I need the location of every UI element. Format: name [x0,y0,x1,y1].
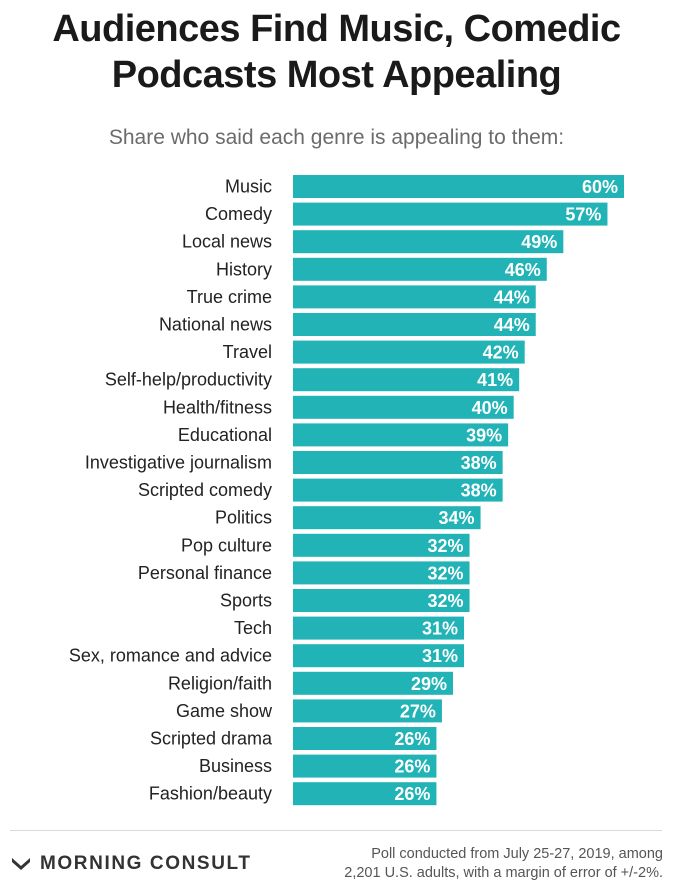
bar-tech [293,616,465,640]
bar-personal-finance [293,561,470,585]
bar-educational [293,423,509,447]
category-label-scripted-drama: Scripted drama [150,729,273,749]
value-label-fashion-beauty: 26% [394,784,430,804]
morning-consult-logo-icon [12,858,30,870]
bar-chart: Music 60% Comedy 57% Local news 49% History 46%… [69,175,624,806]
category-label-national-news: National news [159,315,272,335]
value-label-sports: 32% [428,591,464,611]
value-label-sex-romance-and-advice: 31% [422,646,458,666]
bar-politics [293,506,481,530]
footer-divider [10,830,662,831]
value-label-pop-culture: 32% [428,536,464,556]
chart-title-line-2: Podcasts Most Appealing [111,54,562,96]
bar-business [293,754,437,778]
morning-consult-logo: MORNING CONSULT [10,853,252,875]
category-label-travel: Travel [223,342,272,362]
category-label-self-help-productivity: Self-help/productivity [105,370,272,390]
logo-text: MORNING CONSULT [40,853,252,874]
value-label-investigative-journalism: 38% [461,453,497,473]
value-label-true-crime: 44% [494,287,530,307]
category-label-game-show: Game show [176,701,273,721]
chart-subtitle: Share who said each genre is appealing t… [108,126,565,149]
bar-travel [293,340,525,364]
category-label-pop-culture: Pop culture [181,535,272,555]
bar-local-news [293,230,564,254]
category-label-sports: Sports [220,591,272,611]
value-label-educational: 39% [466,425,502,445]
category-label-local-news: Local news [182,232,272,252]
category-label-true-crime: True crime [187,287,272,307]
bar-scripted-comedy [293,478,503,502]
bar-true-crime [293,285,536,309]
source-line-1: Poll conducted from July 25-27, 2019, am… [371,846,663,862]
bar-sports [293,589,470,612]
value-label-health-fitness: 40% [472,398,508,418]
category-label-educational: Educational [178,425,272,445]
category-label-business: Business [199,756,272,776]
source-note: Poll conducted from July 25-27, 2019, am… [344,845,663,883]
bar-investigative-journalism [293,451,503,474]
bar-religion-faith [293,671,453,695]
bar-fashion-beauty [293,782,437,806]
bar-music [293,175,624,198]
bar-health-fitness [293,395,514,419]
category-label-politics: Politics [215,508,272,528]
value-label-local-news: 49% [521,232,557,252]
bar-sex-romance-and-advice [293,644,465,668]
value-label-history: 46% [505,260,541,280]
category-label-music: Music [225,177,272,197]
bar-history [293,257,547,281]
bar-pop-culture [293,533,470,557]
bar-game-show [293,699,442,723]
bar-national-news [293,313,536,336]
source-line-2: 2,201 U.S. adults, with a margin of erro… [344,865,663,881]
value-label-music: 60% [582,177,618,197]
value-label-national-news: 44% [494,315,530,335]
category-label-history: History [216,259,272,279]
category-label-investigative-journalism: Investigative journalism [85,453,272,473]
category-label-health-fitness: Health/fitness [163,397,272,417]
value-label-religion-faith: 29% [411,674,447,694]
value-label-game-show: 27% [400,701,436,721]
category-label-religion-faith: Religion/faith [168,673,272,693]
value-label-personal-finance: 32% [428,563,464,583]
bar-self-help-productivity [293,368,520,392]
value-label-scripted-drama: 26% [394,729,430,749]
value-label-business: 26% [394,757,430,777]
value-label-politics: 34% [439,508,475,528]
value-label-scripted-comedy: 38% [461,481,497,501]
value-label-tech: 31% [422,619,458,639]
category-label-personal-finance: Personal finance [138,563,272,583]
bar-scripted-drama [293,727,437,750]
category-label-fashion-beauty: Fashion/beauty [149,784,272,804]
value-label-comedy: 57% [565,205,601,225]
category-label-scripted-comedy: Scripted comedy [138,480,272,500]
chart-title: Audiences Find Music, Comedic Podcasts M… [0,6,673,98]
value-label-travel: 42% [483,343,519,363]
category-label-comedy: Comedy [205,204,272,224]
value-label-self-help-productivity: 41% [477,370,513,390]
bar-comedy [293,202,608,226]
category-label-sex-romance-and-advice: Sex, romance and advice [69,646,272,666]
category-label-tech: Tech [234,618,272,638]
chart-title-line-1: Audiences Find Music, Comedic [52,8,621,50]
